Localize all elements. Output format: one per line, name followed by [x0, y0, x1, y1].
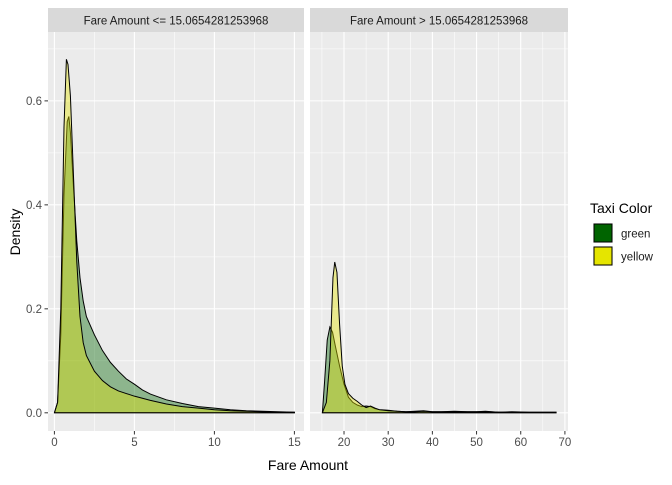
y-axis-title: Density — [7, 209, 23, 256]
y-tick-label: 0.6 — [26, 96, 42, 108]
strip-right-label: Fare Amount > 15.0654281253968 — [350, 16, 528, 28]
facet-left: Fare Amount <= 15.0654281253968 0 5 10 15 — [48, 8, 304, 449]
facet-right: Fare Amount > 15.0654281253968 20 30 40 50 6… — [310, 8, 571, 449]
x-tick-label: 30 — [382, 437, 395, 449]
legend-title: Taxi Color — [590, 200, 653, 216]
panel-right-background — [310, 32, 568, 431]
legend-item-green: green — [593, 223, 650, 243]
density-area-yellow — [53, 59, 295, 414]
grid-right — [310, 32, 568, 431]
x-ticks-left: 0 5 10 15 — [51, 431, 301, 449]
strip-left — [48, 8, 304, 32]
x-tick-label: 10 — [208, 437, 221, 449]
legend-label-yellow: yellow — [621, 252, 654, 264]
density-area-yellow — [321, 261, 557, 414]
y-tick-label: 0.0 — [26, 408, 42, 420]
legend-item-yellow: yellow — [593, 246, 654, 266]
x-tick-label: 70 — [559, 437, 572, 449]
strip-right — [310, 8, 568, 32]
y-axis-ticks: 0.0 0.2 0.4 0.6 — [26, 96, 48, 420]
y-tick-label: 0.4 — [26, 200, 43, 212]
density-area-green — [53, 116, 295, 414]
strip-left-label: Fare Amount <= 15.0654281253968 — [84, 16, 269, 28]
x-ticks-right: 20 30 40 50 60 70 — [338, 431, 572, 449]
x-tick-label: 20 — [338, 437, 351, 449]
x-tick-label: 40 — [426, 437, 439, 449]
x-tick-label: 15 — [288, 437, 301, 449]
y-tick-label: 0.2 — [26, 304, 42, 316]
legend: Taxi Color green yellow — [590, 200, 654, 266]
legend-swatch-yellow — [593, 246, 613, 266]
legend-swatch-green — [593, 223, 613, 243]
density-areas-left — [53, 59, 295, 414]
grid-left — [48, 32, 304, 431]
x-tick-label: 0 — [51, 437, 57, 449]
density-areas-right — [321, 261, 557, 414]
x-tick-label: 60 — [514, 437, 527, 449]
legend-label-green: green — [621, 229, 650, 241]
x-tick-label: 50 — [470, 437, 483, 449]
x-tick-label: 5 — [131, 437, 137, 449]
x-axis-title: Fare Amount — [268, 457, 348, 473]
